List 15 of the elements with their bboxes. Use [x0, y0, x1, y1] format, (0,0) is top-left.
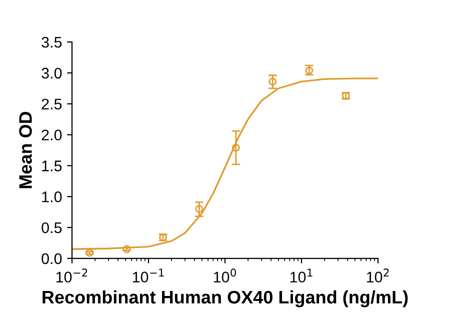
y-axis-title: Mean OD	[19, 112, 32, 188]
y-tick-label: 3.5	[42, 36, 62, 48]
x-axis-title: Recombinant Human OX40 Ligand (ng/mL)	[42, 290, 408, 308]
x-tick-label: 10$^{−2}$	[56, 268, 88, 282]
x-tick-label: 10$^{1}$	[290, 268, 312, 282]
x-tick-label: 10$^{−1}$	[132, 268, 164, 282]
y-tick-label: 3.0	[42, 68, 62, 79]
x-tick-label: 10$^{2}$	[366, 268, 389, 282]
y-tick-label: 1.0	[42, 191, 62, 202]
y-tick-label: 2.0	[42, 130, 62, 140]
x-tick-label: 10$^{0}$	[214, 268, 236, 282]
y-tick-label: 2.5	[42, 98, 62, 110]
y-tick-label: 0.0	[42, 253, 62, 264]
y-tick-label: 0.5	[42, 222, 62, 234]
y-tick-label: 1.5	[42, 160, 62, 172]
